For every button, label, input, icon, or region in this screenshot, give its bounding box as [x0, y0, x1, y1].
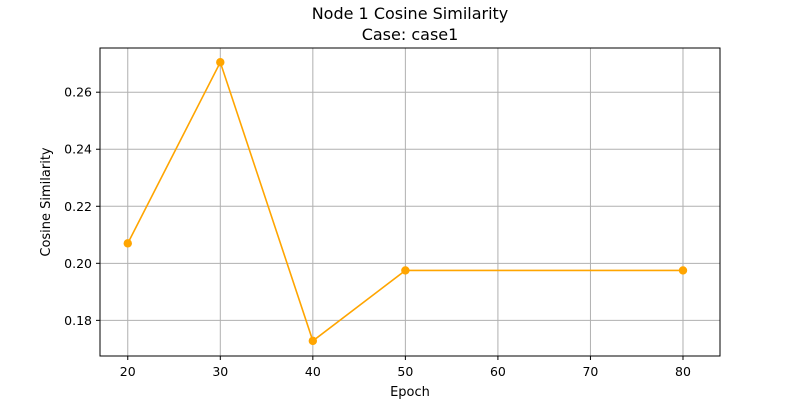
plot-area-frame	[99, 47, 721, 357]
chart-title: Node 1 Cosine Similarity	[312, 4, 509, 23]
series-layer	[123, 58, 688, 346]
y-tick-label: 0.24	[64, 142, 92, 157]
x-tick-label: 50	[397, 364, 413, 379]
x-tick-label: 80	[675, 364, 691, 379]
y-tick-label: 0.20	[64, 256, 92, 271]
x-tick-label: 70	[582, 364, 598, 379]
data-point	[216, 58, 225, 67]
y-tick-label: 0.26	[64, 85, 92, 100]
y-tick-label: 0.22	[64, 199, 92, 214]
grid-lines	[100, 48, 720, 356]
y-tick-label: 0.18	[64, 313, 92, 328]
x-tick-label: 30	[212, 364, 228, 379]
data-point	[308, 336, 318, 346]
data-point	[123, 239, 132, 248]
x-tick-label: 40	[305, 364, 321, 379]
chart-subtitle: Case: case1	[362, 25, 459, 44]
axis-ticks: 20 30 40 50 60 70 80 0.18 0.20 0.22 0.24 0.26	[64, 85, 691, 379]
data-point	[678, 266, 688, 275]
y-axis-label: Cosine Similarity	[39, 147, 54, 257]
data-point	[401, 266, 410, 275]
x-tick-label: 60	[490, 364, 506, 379]
x-tick-label: 20	[120, 364, 136, 379]
x-axis-label: Epoch	[390, 385, 430, 400]
